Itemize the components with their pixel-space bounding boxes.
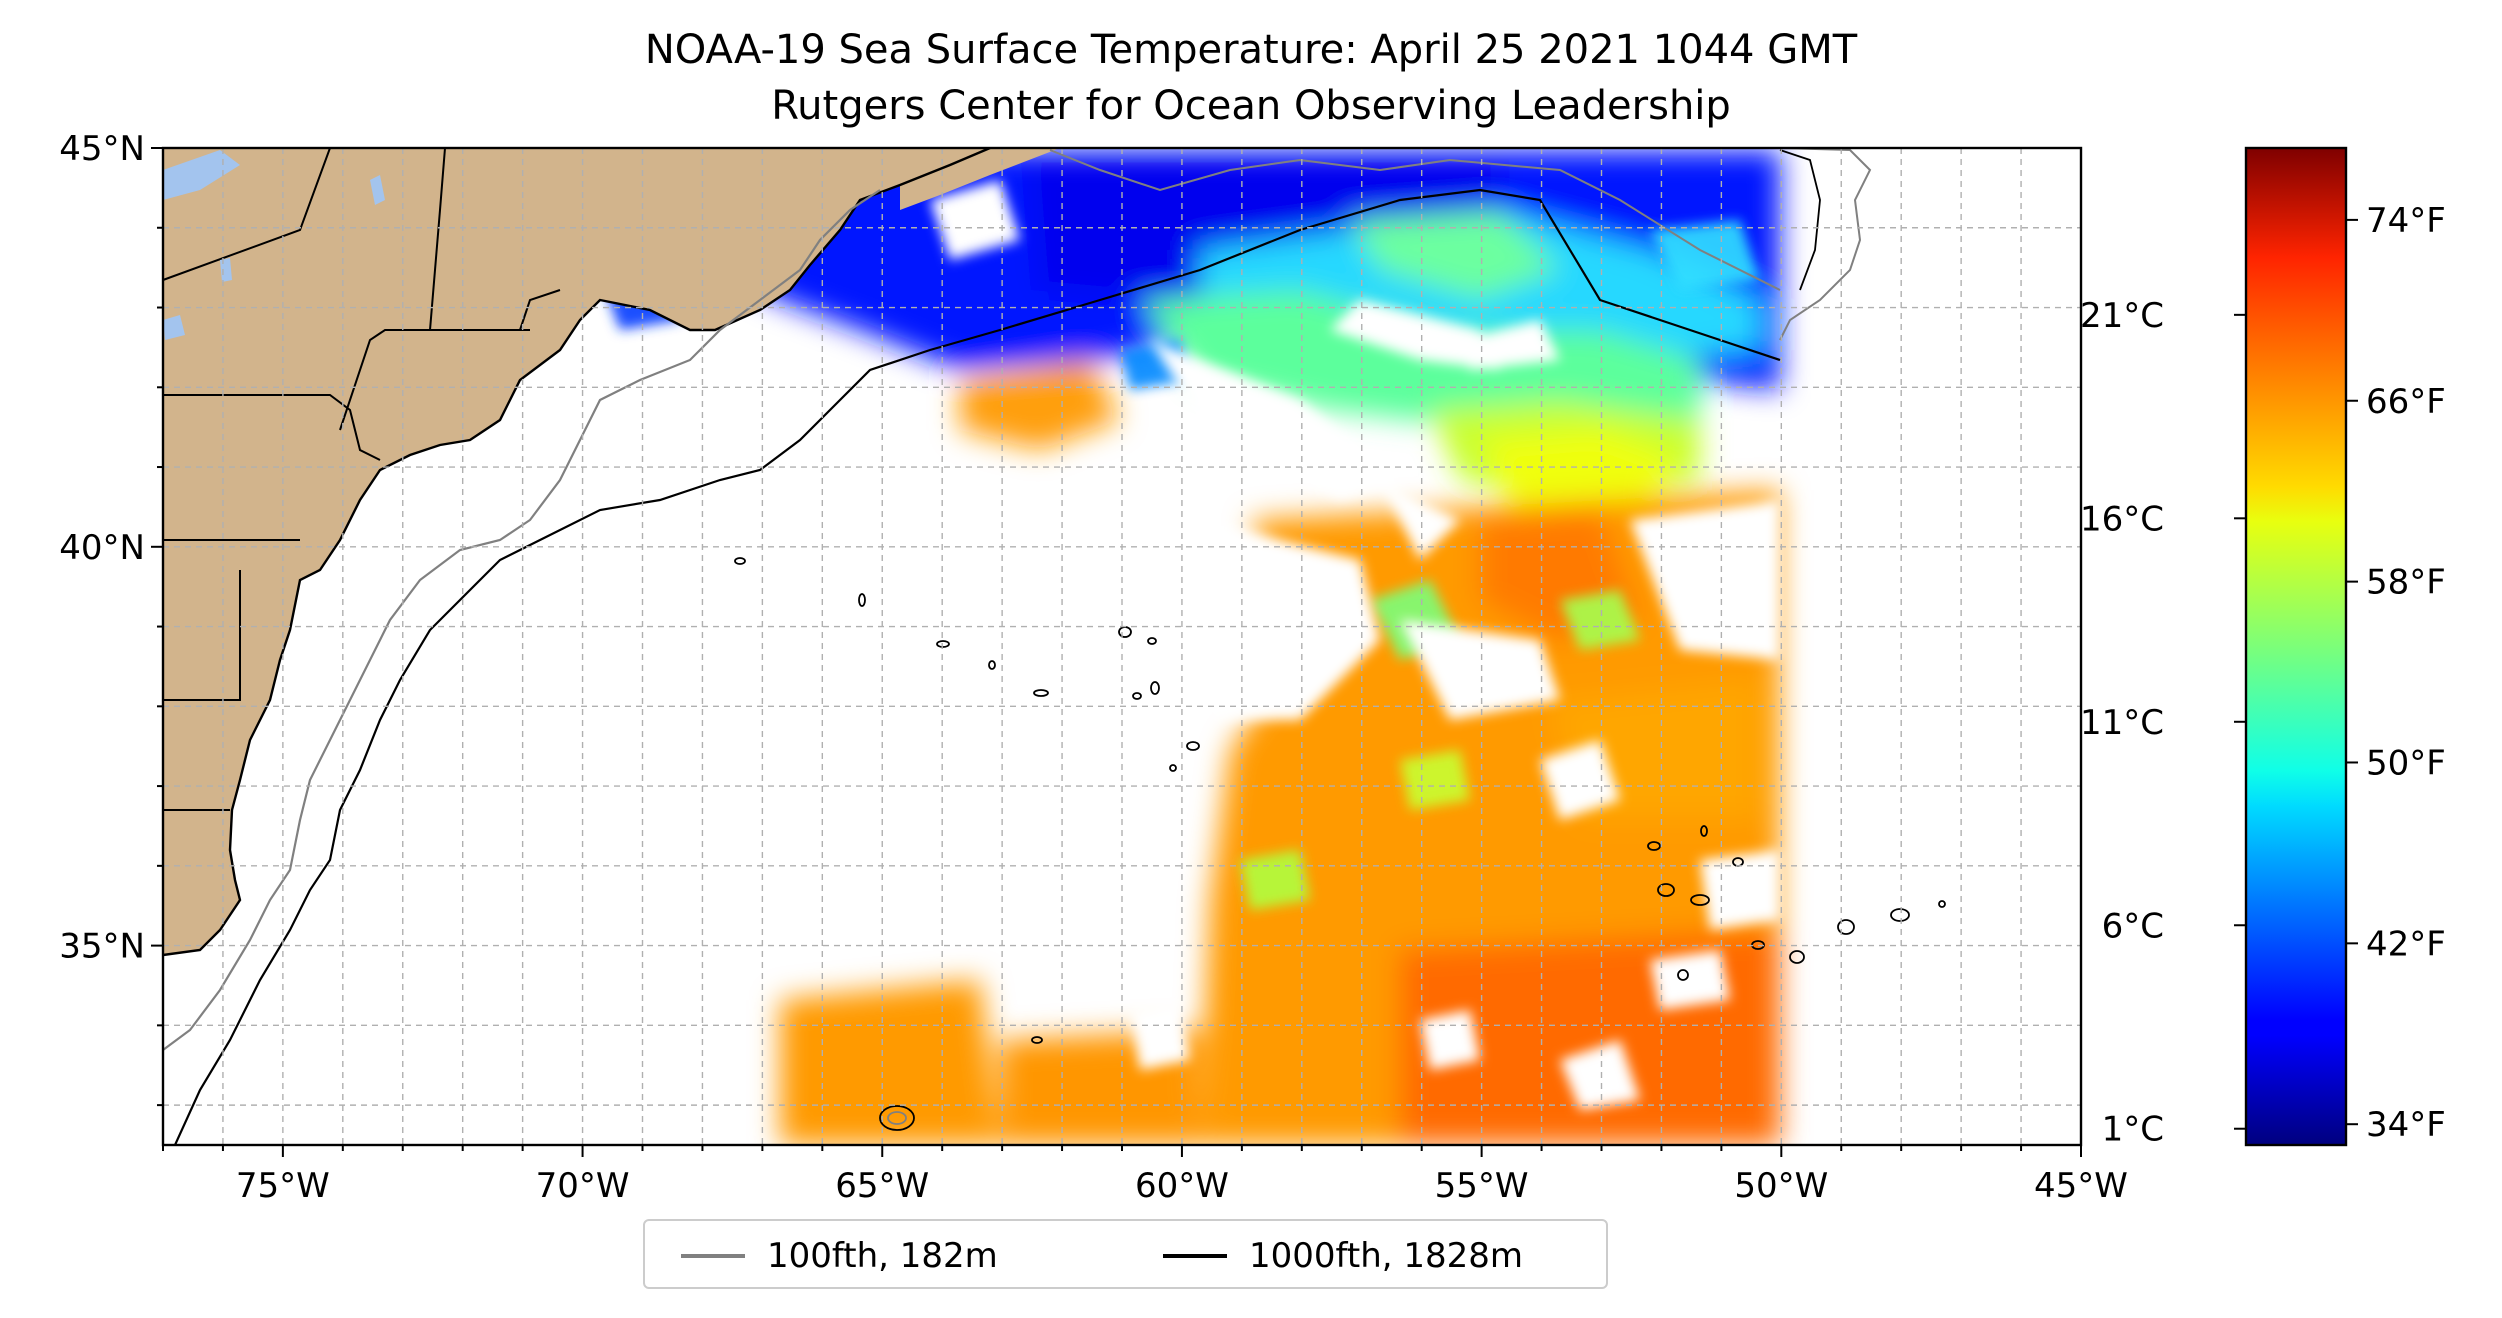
map-area [163,148,2081,1145]
fahrenheit-tick-label: 50°F [2366,743,2446,783]
colorbar: 1°C 6°C 11°C 16°C 21°C 34°F 42°F 50°F 58°F 66°F 7… [2080,146,2446,1150]
lon-tick-label: 60°W [1135,1166,1229,1206]
axis-ticks [151,147,2082,1157]
lat-tick-label: 45°N [59,129,145,169]
chart-title: NOAA-19 Sea Surface Temperature: April 2… [644,27,1858,73]
isobath-1000fth [173,188,1781,1145]
lon-tick-label: 55°W [1435,1166,1529,1206]
land-mass [163,148,1060,957]
lat-tick-label: 40°N [59,528,145,568]
fahrenheit-tick-label: 74°F [2366,201,2446,241]
gridlines [163,148,2081,1145]
colorbar-fahrenheit-ticks: 34°F 42°F 50°F 58°F 66°F 74°F [2346,201,2446,1145]
legend-label-100fth: 100fth, 182m [767,1236,998,1276]
celsius-tick-label: 11°C [2080,703,2164,743]
colorbar-celsius-ticks: 1°C 6°C 11°C 16°C 21°C [2080,296,2246,1150]
legend-item-1000fth: 1000fth, 1828m [1163,1233,1523,1279]
celsius-tick-label: 21°C [2080,296,2164,336]
celsius-tick-label: 6°C [2102,906,2164,946]
legend-item-100fth: 100fth, 182m [681,1233,998,1279]
lat-tick-label: 35°N [59,927,145,967]
lon-tick-label: 65°W [835,1166,929,1206]
fahrenheit-tick-label: 34°F [2366,1105,2446,1145]
latitude-labels: 45°N 40°N 35°N [59,129,145,967]
fahrenheit-tick-label: 42°F [2366,924,2446,964]
lon-tick-label: 45°W [2034,1166,2128,1206]
fahrenheit-tick-label: 58°F [2366,563,2446,603]
chart-subtitle: Rutgers Center for Ocean Observing Leade… [771,83,1731,129]
fahrenheit-tick-label: 66°F [2366,382,2446,422]
legend-swatch-1000fth [1163,1254,1227,1258]
celsius-tick-label: 1°C [2102,1110,2164,1150]
sst-field [560,150,1780,1145]
legend-swatch-100fth [681,1254,745,1258]
legend: 100fth, 182m 1000fth, 1828m [643,1219,1608,1289]
colorbar-gradient [2244,146,2348,1147]
celsius-tick-label: 16°C [2080,499,2164,539]
lon-tick-label: 50°W [1734,1166,1828,1206]
seamounts [734,557,1946,1131]
legend-label-1000fth: 1000fth, 1828m [1249,1236,1524,1276]
isobath-100fth [163,189,881,1051]
lon-tick-label: 70°W [536,1166,630,1206]
lon-tick-label: 75°W [236,1166,330,1206]
longitude-labels: 75°W 70°W 65°W 60°W 55°W 50°W 45°W [236,1166,2128,1206]
